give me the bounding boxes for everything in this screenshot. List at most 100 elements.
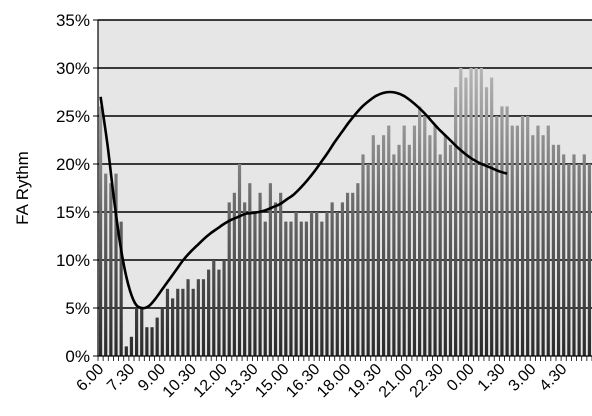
y-ticks: 0% 5% 10% 15% 20% 25% 30% 35%	[56, 11, 98, 366]
bar	[248, 183, 252, 356]
x-tick-label: 4.30	[536, 361, 570, 395]
bar	[299, 221, 303, 356]
bar	[181, 288, 185, 356]
bar	[335, 212, 339, 356]
y-tick-label: 10%	[56, 251, 90, 270]
bar	[356, 183, 360, 356]
bar	[114, 173, 118, 356]
x-tick-label: 19.30	[345, 361, 385, 401]
bar	[562, 154, 566, 356]
bar	[392, 154, 396, 356]
bar	[98, 106, 103, 357]
x-tick-label: 12.00	[191, 361, 231, 401]
y-tick-label: 20%	[56, 155, 90, 174]
bar	[351, 192, 355, 356]
bar	[124, 346, 128, 356]
y-tick-label: 30%	[56, 59, 90, 78]
bar	[119, 221, 123, 356]
bar	[454, 87, 458, 356]
bar	[150, 327, 154, 356]
bar	[526, 116, 530, 356]
x-tick-label: 10.30	[160, 361, 200, 401]
bar	[582, 154, 586, 356]
bar	[263, 221, 267, 356]
bar	[237, 164, 242, 356]
bar	[402, 125, 406, 356]
bar	[243, 202, 247, 356]
bar	[556, 144, 561, 356]
bar	[407, 144, 411, 356]
bar	[495, 116, 499, 356]
bar	[207, 269, 211, 356]
y-axis-label: FA Rythm	[13, 151, 32, 225]
bar	[304, 221, 308, 356]
y-tick-label: 35%	[56, 11, 90, 30]
bar	[140, 308, 144, 356]
bar	[376, 144, 381, 356]
bar	[155, 317, 159, 356]
bar	[222, 260, 226, 356]
bar	[232, 192, 236, 356]
bar	[536, 125, 540, 356]
bar	[397, 144, 401, 356]
bar	[109, 183, 113, 356]
x-tick-label: 7.30	[104, 361, 138, 395]
bar	[464, 77, 468, 356]
y-tick-label: 5%	[65, 299, 90, 318]
bar	[165, 288, 170, 356]
bar	[515, 125, 519, 356]
bar	[387, 125, 391, 356]
bar	[309, 212, 314, 356]
bar	[104, 173, 108, 356]
bar	[438, 154, 442, 356]
bar	[469, 68, 473, 356]
bar	[160, 308, 164, 356]
bar	[227, 202, 231, 356]
bar	[315, 212, 319, 356]
bar	[541, 135, 545, 356]
bar	[294, 212, 298, 356]
bar	[546, 125, 550, 356]
x-tick-label: 13.30	[221, 361, 261, 401]
y-tick-label: 0%	[65, 347, 90, 366]
plot-area	[98, 20, 592, 356]
x-tick-label: 0.00	[444, 361, 478, 395]
bar	[284, 221, 288, 356]
trend-line	[99, 90, 508, 310]
bar	[567, 164, 571, 356]
y-tick-label: 15%	[56, 203, 90, 222]
bar	[145, 327, 149, 356]
bar	[490, 77, 494, 356]
bar	[186, 279, 190, 356]
bar	[443, 135, 447, 356]
bar	[459, 68, 463, 356]
bar	[505, 106, 509, 357]
bar	[371, 135, 375, 356]
bar	[325, 212, 329, 356]
bar	[531, 135, 535, 356]
bar	[500, 106, 504, 357]
bar	[382, 135, 386, 356]
x-tick-label: 15.00	[252, 361, 292, 401]
bar	[135, 308, 139, 356]
x-tick-label: 1.30	[475, 361, 509, 395]
bar	[361, 154, 365, 356]
gridlines	[98, 19, 592, 309]
bar	[423, 116, 427, 356]
bar	[196, 279, 200, 356]
bar	[212, 260, 216, 356]
x-tick-label: 18.00	[314, 361, 354, 401]
bar	[577, 164, 581, 356]
bar	[366, 164, 370, 356]
bar	[418, 106, 422, 357]
bar	[428, 135, 432, 356]
bar	[253, 212, 257, 356]
bar	[258, 192, 262, 356]
x-tick-label: 21.00	[376, 361, 416, 401]
bar	[510, 125, 514, 356]
bar	[171, 298, 175, 356]
bar	[345, 192, 350, 356]
x-tick-label: 16.30	[283, 361, 323, 401]
bar	[289, 221, 293, 356]
bar	[479, 68, 483, 356]
